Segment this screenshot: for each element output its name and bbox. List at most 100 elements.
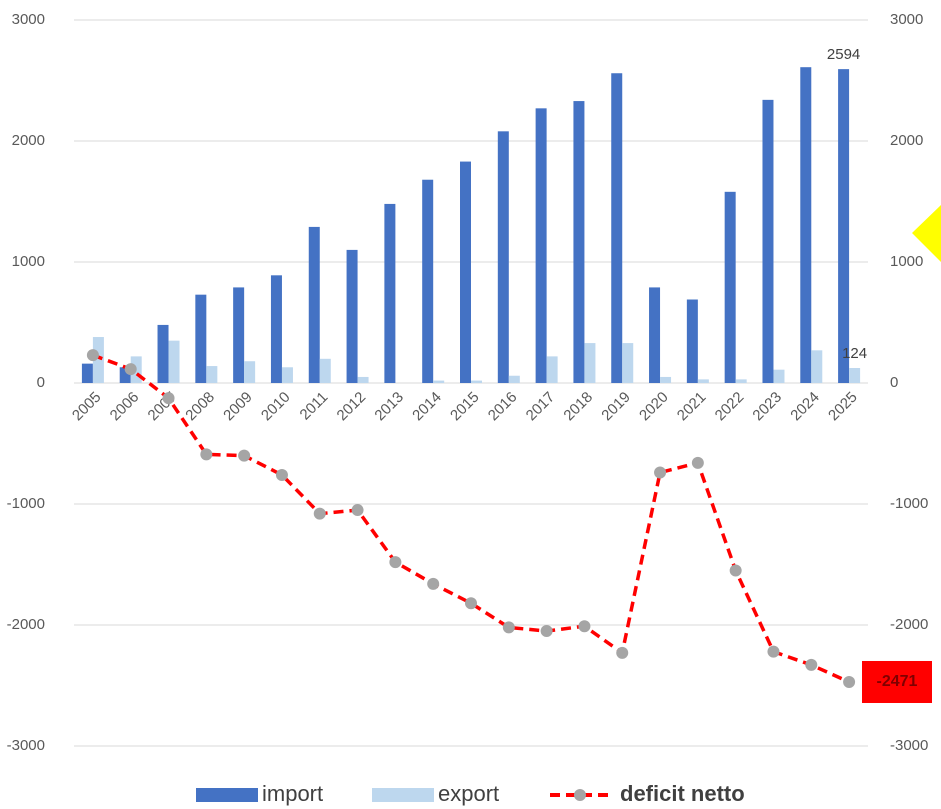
bar — [384, 203, 396, 383]
line-marker — [351, 504, 364, 517]
bar — [735, 379, 747, 383]
marker-triangle — [912, 205, 941, 262]
bar — [319, 358, 331, 383]
line-marker — [275, 468, 288, 481]
bar — [546, 356, 558, 383]
x-tick-label: 2009 — [220, 389, 256, 425]
bar — [622, 343, 634, 383]
x-tick-label: 2024 — [787, 389, 823, 425]
line-marker — [805, 658, 818, 671]
line-marker — [124, 363, 137, 376]
y-tick-label: -2000 — [7, 616, 45, 633]
bar — [660, 376, 672, 383]
y-tick-label: 1000 — [12, 253, 45, 270]
x-tick-label: 2017 — [523, 389, 559, 425]
legend-swatch — [196, 788, 258, 802]
y-tick-label: 0 — [37, 374, 45, 391]
x-tick-label: 2005 — [69, 389, 105, 425]
bar — [81, 363, 93, 383]
x-tick-label: 2022 — [712, 389, 748, 425]
x-tick-label: 2006 — [107, 389, 143, 425]
bar — [422, 179, 434, 383]
x-tick-label: 2018 — [560, 389, 596, 425]
bar — [157, 324, 169, 383]
line-marker — [427, 577, 440, 590]
bar — [849, 367, 861, 383]
line-marker — [729, 564, 742, 577]
bar — [508, 375, 520, 383]
bar — [460, 161, 471, 383]
legend-label: import — [262, 781, 323, 806]
x-tick-label: 2023 — [749, 389, 785, 425]
line-marker — [654, 466, 667, 479]
line-marker — [616, 646, 629, 659]
y2-tick-label: -1000 — [890, 495, 928, 512]
line-marker — [200, 448, 213, 461]
bar — [433, 380, 445, 383]
y2-tick-label: 1000 — [890, 253, 923, 270]
line-marker — [86, 349, 99, 362]
x-tick-label: 2008 — [182, 389, 218, 425]
bar — [346, 249, 358, 383]
bar — [195, 294, 207, 383]
y2-tick-label: 3000 — [890, 11, 923, 28]
bar — [168, 340, 180, 383]
bar — [119, 367, 131, 383]
x-tick-label: 2013 — [371, 389, 407, 425]
bar — [281, 367, 293, 383]
data-label: -2471 — [877, 673, 918, 690]
bar — [92, 337, 104, 383]
y2-tick-label: -2000 — [890, 616, 928, 633]
bar — [697, 379, 709, 383]
legend-marker — [574, 789, 586, 801]
bar — [233, 287, 245, 383]
line-marker — [162, 392, 175, 405]
x-tick-label: 2016 — [485, 389, 521, 425]
line-marker — [313, 507, 326, 520]
bar — [573, 101, 585, 383]
bar — [811, 350, 823, 383]
bar — [471, 380, 482, 383]
bar — [584, 343, 596, 383]
y2-tick-label: 0 — [890, 374, 898, 391]
x-tick-label: 2012 — [334, 389, 370, 425]
y-tick-label: -1000 — [7, 495, 45, 512]
bar — [649, 287, 661, 383]
legend-label: deficit netto — [620, 781, 745, 806]
bar — [611, 73, 623, 384]
data-label: 124 — [842, 345, 867, 362]
data-label-box — [862, 660, 932, 703]
bar — [838, 69, 850, 383]
bar — [270, 275, 282, 383]
line-marker — [465, 597, 477, 610]
line-marker — [540, 625, 553, 638]
line-marker — [767, 645, 780, 658]
line-marker — [389, 556, 402, 569]
y2-tick-label: -3000 — [890, 737, 928, 754]
bar — [724, 191, 736, 383]
bar — [244, 361, 256, 383]
bar — [357, 376, 369, 383]
x-tick-label: 2019 — [598, 389, 634, 425]
bar — [686, 299, 698, 383]
x-tick-label: 2010 — [258, 389, 294, 425]
line-marker — [238, 449, 251, 462]
x-tick-label: 2015 — [447, 389, 483, 425]
line-marker — [578, 620, 591, 633]
line-marker — [502, 621, 515, 634]
x-tick-label: 2025 — [825, 389, 861, 425]
x-tick-label: 2021 — [674, 389, 710, 425]
bar — [206, 366, 218, 383]
line — [92, 353, 850, 684]
y-tick-label: 2000 — [12, 132, 45, 149]
data-label: 2594 — [827, 46, 860, 63]
bar — [308, 226, 320, 383]
line-marker — [843, 675, 856, 688]
x-tick-label: 2011 — [297, 389, 332, 424]
x-tick-label: 2020 — [636, 389, 672, 425]
y-tick-label: -3000 — [7, 737, 45, 754]
bar — [535, 108, 547, 383]
bar — [773, 369, 785, 383]
line-marker — [691, 456, 704, 469]
